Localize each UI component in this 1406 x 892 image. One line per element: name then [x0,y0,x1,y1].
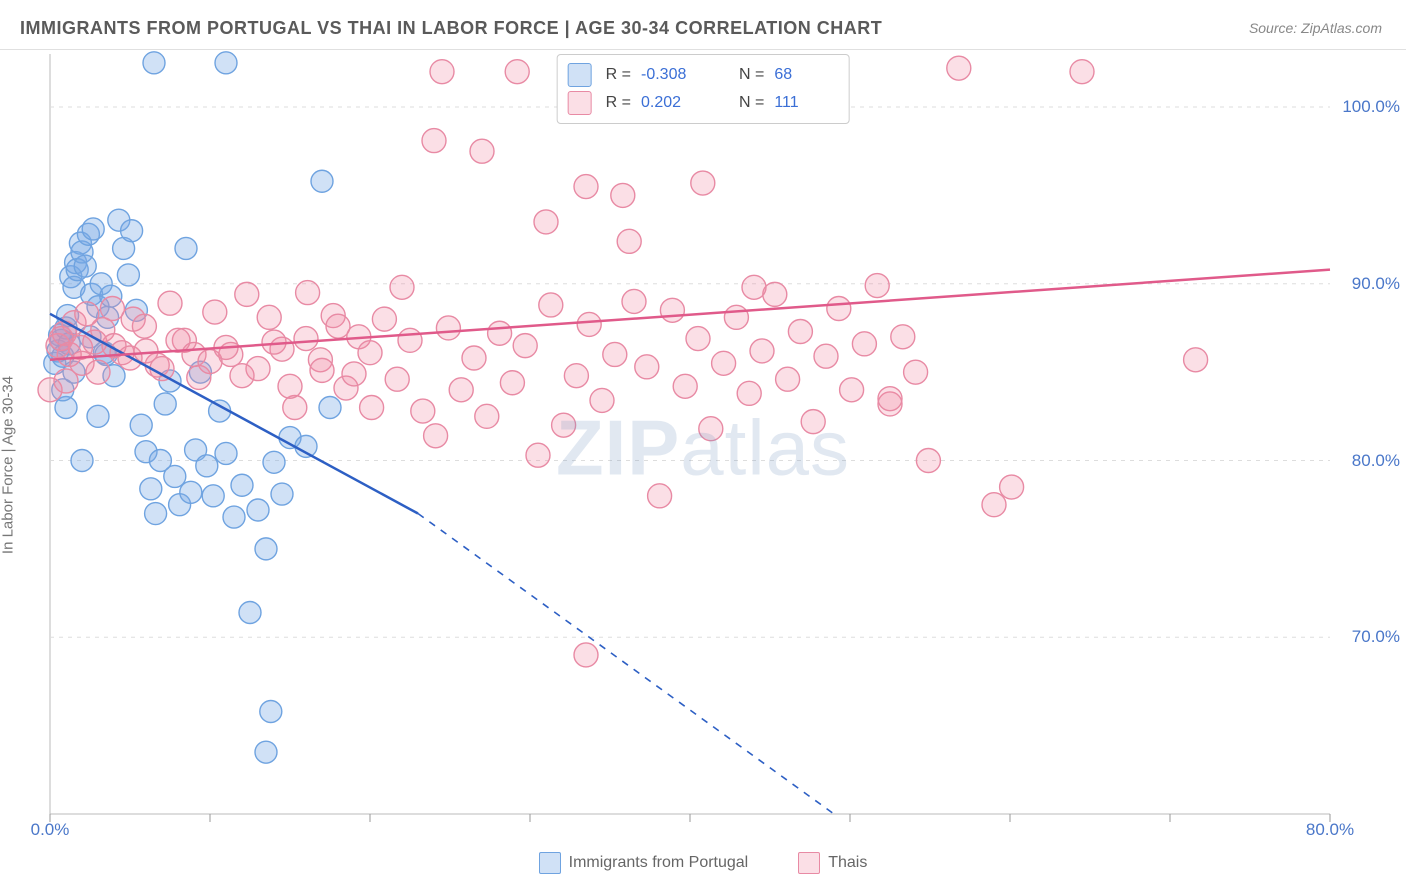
swatch-portugal [568,63,592,87]
x-tick-label: 80.0% [1306,820,1354,840]
stat-r-thais: 0.202 [641,94,701,112]
stats-row-thais: R = 0.202 N = 111 [568,89,835,117]
correlation-stats-box: R = -0.308 N = 68 R = 0.202 N = 111 [557,54,850,124]
scatter-plot [0,50,1406,880]
legend-swatch-portugal [539,852,561,874]
y-axis-label: In Labor Force | Age 30-34 [0,376,17,554]
stats-row-portugal: R = -0.308 N = 68 [568,61,835,89]
source-label: Source: ZipAtlas.com [1249,20,1382,36]
y-tick-label: 80.0% [1352,451,1400,471]
stat-r-label: R = [606,66,631,84]
stat-n-label: N = [739,66,764,84]
chart-title: IMMIGRANTS FROM PORTUGAL VS THAI IN LABO… [20,18,1386,39]
stat-n-label: N = [739,94,764,112]
legend-bottom: Immigrants from Portugal Thais [0,852,1406,874]
y-tick-label: 90.0% [1352,274,1400,294]
legend-item-portugal: Immigrants from Portugal [539,852,749,874]
swatch-thais [568,91,592,115]
y-tick-label: 70.0% [1352,627,1400,647]
legend-swatch-thais [798,852,820,874]
stat-n-portugal: 68 [774,66,834,84]
header: IMMIGRANTS FROM PORTUGAL VS THAI IN LABO… [0,0,1406,50]
legend-label-portugal: Immigrants from Portugal [569,854,749,872]
stat-r-label: R = [606,94,631,112]
stat-r-portugal: -0.308 [641,66,701,84]
legend-label-thais: Thais [828,854,867,872]
stat-n-thais: 111 [774,94,834,112]
legend-item-thais: Thais [798,852,867,874]
y-tick-label: 100.0% [1342,97,1400,117]
chart-area: In Labor Force | Age 30-34 ZIPatlas R = … [0,50,1406,880]
x-tick-label: 0.0% [31,820,70,840]
